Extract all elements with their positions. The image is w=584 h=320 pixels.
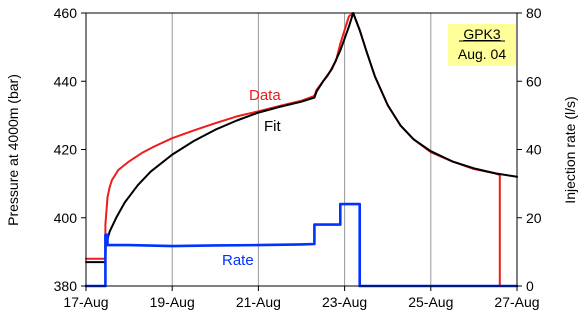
x-tick-label: 25-Aug — [408, 294, 453, 310]
series-label-fit: Fit — [264, 118, 281, 135]
x-tick-label: 27-Aug — [494, 294, 539, 310]
y-left-tick-label: 420 — [54, 142, 78, 158]
y-right-tick-label: 40 — [526, 142, 542, 158]
y-axis-right-title: Injection rate (l/s) — [562, 96, 578, 203]
series-label-rate: Rate — [222, 252, 254, 269]
y-axis-left-title: Pressure at 4000m (bar) — [5, 74, 21, 226]
y-right-tick-label: 20 — [526, 210, 542, 226]
y-right-tick-label: 0 — [526, 278, 534, 294]
y-right-tick-label: 60 — [526, 73, 542, 89]
y-left-tick-label: 440 — [54, 73, 78, 89]
series-line-fit — [85, 12, 518, 264]
x-tick-label: 21-Aug — [236, 294, 281, 310]
x-tick-label: 17-Aug — [63, 294, 108, 310]
y-left-tick-label: 460 — [54, 5, 78, 21]
y-left-tick-label: 400 — [54, 210, 78, 226]
y-left-tick-label: 380 — [54, 278, 78, 294]
annotation-date: Aug. 04 — [458, 46, 506, 62]
grid-layer — [171, 13, 432, 286]
axis-layer: 17-Aug 19-Aug 21-Aug 23-Aug 25-Aug 27-Aug 380 4… — [54, 5, 542, 310]
annotation-box: GPK3 Aug. 04 — [448, 24, 516, 66]
x-tick-label: 23-Aug — [322, 294, 367, 310]
series-label-data: Data — [249, 87, 281, 104]
annotation-box-bg — [448, 24, 516, 66]
annotation-title: GPK3 — [463, 26, 501, 42]
x-tick-label: 19-Aug — [150, 294, 195, 310]
y-right-tick-label: 80 — [526, 5, 542, 21]
